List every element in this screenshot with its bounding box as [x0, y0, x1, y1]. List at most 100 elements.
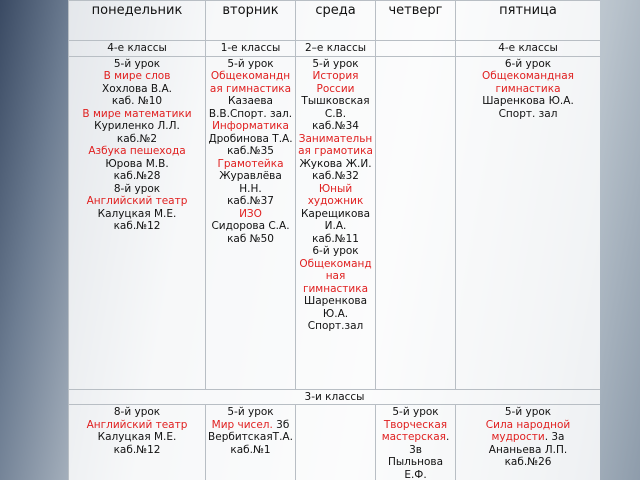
text: Сила народной мудрости [485, 418, 571, 444]
lesson-line: Калуцкая М.Е. [71, 431, 203, 444]
lesson-line: каб.№26 [458, 456, 598, 469]
text: Калуцкая М.Е. [97, 207, 177, 220]
group-header: 1-е классы [205, 40, 296, 57]
text: Шаренкова Ю.А. [303, 295, 368, 320]
lesson-line: Сидорова С.А. каб №50 [208, 220, 293, 245]
text: Мир чисел. [211, 418, 273, 431]
schedule-cell [295, 404, 376, 480]
lesson-line: Мир чисел. 3б [208, 419, 293, 432]
day-name: четверг [388, 3, 443, 18]
lesson-line: Шаренкова Ю.А. [458, 95, 598, 108]
subject: В мире слов [103, 70, 171, 82]
lesson-line: 8-й урок [71, 183, 203, 196]
text: 5-й урок [227, 406, 274, 418]
lesson-line: ИЗО [208, 208, 293, 221]
lesson-line: Английский театр [71, 419, 203, 432]
row: понедельник вторник среда четверг пятница [68, 0, 600, 41]
lesson-line: В мире слов [71, 70, 203, 83]
text: Спорт. зал [498, 107, 558, 120]
day-header: четверг [375, 0, 456, 41]
text: каб.№37 [227, 195, 274, 207]
lesson-line: Жукова Ж.И. [298, 158, 373, 171]
text: Хохлова В.А. [102, 82, 172, 95]
lesson-line: каб.№2 [71, 133, 203, 146]
subject: Информатика [212, 120, 289, 132]
subject: Английский театр [86, 418, 188, 431]
lesson-line: Куриленко Л.Л. [71, 120, 203, 133]
text: каб.№32 [312, 170, 359, 182]
text: 6-й урок [504, 57, 552, 70]
text: каб.№11 [312, 232, 359, 245]
lesson-line: 5-й урок [458, 406, 598, 419]
text: 5-й урок [113, 57, 161, 70]
lesson-line: каб.№34 [298, 120, 373, 133]
text: каб.№28 [113, 170, 161, 182]
text: Карещикова И.А. [300, 207, 371, 233]
group-name: 4-е классы [107, 42, 167, 54]
text: Ананьева Л.П. [488, 443, 568, 456]
lesson-line: Журавлёва Н.Н. [208, 170, 293, 195]
text: Пыльнова Е.Ф. [388, 456, 443, 480]
lesson-line: Юный художник [298, 183, 373, 208]
lesson-line: Хохлова В.А. [71, 83, 203, 96]
lesson-line: 6-й урок [298, 245, 373, 258]
lesson-line: Сила народной мудрости. 3а [458, 419, 598, 444]
text: 3б [272, 418, 290, 431]
text: Дробинова Т.А. [208, 132, 293, 145]
text: 5-й урок [312, 57, 359, 70]
group-name: 4-е классы [498, 42, 558, 54]
lesson-line: История России [298, 70, 373, 95]
group-header: 2–е классы [295, 40, 376, 57]
lesson-line: 5-й урок [71, 58, 203, 71]
text: Жукова Ж.И. [299, 157, 372, 170]
text: . 3а [544, 431, 565, 443]
text: 6-й урок [312, 245, 359, 257]
lesson-line: Английский театр [71, 195, 203, 208]
day-name: пятница [499, 3, 557, 18]
lesson-line: Карещикова И.А. [298, 208, 373, 233]
subject: История России [312, 70, 359, 95]
text: Тышковская С.В. [301, 95, 370, 120]
text: ВербитскаяТ.А. [208, 431, 293, 443]
row: 3-и классы [68, 388, 600, 405]
text: 5-й урок [227, 57, 274, 70]
lesson-line: каб. №10 [71, 95, 203, 108]
lesson-line: 5-й урок [208, 58, 293, 71]
group-header: 4-е классы [455, 40, 600, 57]
text: каб.№26 [504, 456, 552, 468]
subject: Английский театр [86, 195, 188, 207]
text: каб.№12 [113, 443, 161, 456]
subject: Общекомандная гимнастика [209, 70, 292, 95]
day-name: вторник [222, 3, 279, 18]
text: Спорт.зал [307, 320, 364, 332]
lesson-line: каб.№12 [71, 220, 203, 233]
group-name: 3-и классы [304, 390, 365, 403]
text: Шаренкова Ю.А. [482, 95, 574, 107]
schedule-cell: 6-й урок Общекомандная гимнастика Шаренков… [455, 55, 600, 390]
text: 5-й урок [392, 406, 439, 418]
lesson-line: Юрова М.В. [71, 158, 203, 171]
text: 8-й урок [113, 406, 161, 418]
text: . 3в [409, 431, 450, 456]
row: 5-й урок В мире слов Хохлова В.А. каб. №10 В… [68, 55, 600, 390]
schedule-cell [375, 55, 456, 390]
lesson-line: каб.№28 [71, 170, 203, 183]
lesson-line: ВербитскаяТ.А. [208, 431, 293, 444]
lesson-line: Информатика [208, 120, 293, 133]
lesson-line: Общекомандная гимнастика [298, 258, 373, 296]
lesson-line: каб.№1 [208, 444, 293, 457]
group-header: 4-е классы [68, 40, 206, 57]
schedule: понедельник вторник среда четверг пятница 4-е… [68, 0, 600, 480]
lesson-line: Дробинова Т.А. [208, 133, 293, 146]
lesson-line: 6-й урок [458, 58, 598, 71]
lesson-line: Общекомандная гимнастика [458, 70, 598, 95]
lesson-line: 5-й урок [298, 58, 373, 71]
text: 5-й урок [504, 406, 552, 418]
subject: Общекомандная гимнастика [482, 70, 574, 95]
day-header: среда [295, 0, 376, 41]
subject: Грамотейка [217, 157, 284, 170]
lesson-line: каб.№37 [208, 195, 293, 208]
lesson-line: Спорт.зал [298, 320, 373, 333]
lesson-line: Тышковская С.В. [298, 95, 373, 120]
lesson-line: Калуцкая М.Е. [71, 208, 203, 221]
